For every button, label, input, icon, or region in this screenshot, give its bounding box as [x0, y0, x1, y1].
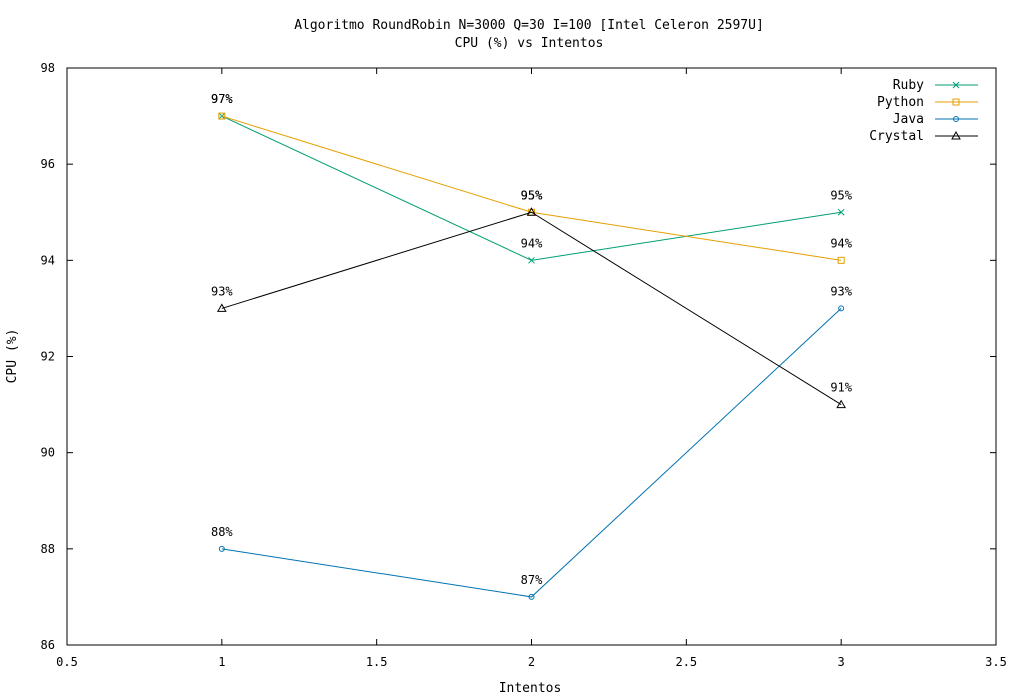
- y-tick-label: 88: [41, 542, 55, 556]
- legend-label: Ruby: [893, 78, 924, 93]
- y-tick-label: 90: [41, 446, 55, 460]
- series-ruby: 97% 94% 95%: [211, 92, 853, 264]
- y-axis: 86 88 90 92 94 96 98: [41, 61, 996, 652]
- data-point-circle-marker: [953, 116, 959, 122]
- data-label: 95%: [521, 188, 543, 202]
- legend-label: Python: [877, 95, 924, 110]
- data-label: 95%: [830, 188, 852, 202]
- y-axis-label: CPU (%): [5, 329, 20, 384]
- x-tick-label: 3: [838, 655, 845, 669]
- data-label: 93%: [211, 284, 233, 298]
- x-tick-label: 0.5: [56, 655, 78, 669]
- data-label: 97%: [211, 92, 233, 106]
- x-tick-label: 1.5: [366, 655, 388, 669]
- x-axis: 0.5 1 1.5 2 2.5 3 3.5: [56, 68, 1007, 669]
- x-tick-label: 2.5: [675, 655, 697, 669]
- data-label: 88%: [211, 525, 233, 539]
- data-label: 95%: [521, 188, 543, 202]
- legend: Ruby Python Java Crystal: [869, 78, 978, 144]
- plot-area-border: [66, 67, 997, 646]
- x-axis-label: Intentos: [499, 681, 562, 696]
- data-point-square-marker: [837, 256, 845, 264]
- data-label: 94%: [521, 236, 543, 250]
- data-label: 93%: [830, 284, 852, 298]
- data-point-x-marker: [837, 208, 845, 216]
- data-point-triangle-marker: [951, 130, 961, 140]
- legend-label: Crystal: [869, 129, 924, 144]
- series-line-java: [221, 308, 842, 598]
- data-label: 91%: [830, 381, 852, 395]
- y-tick-label: 86: [41, 638, 55, 652]
- y-tick-label: 94: [41, 253, 55, 267]
- series-crystal: 93% 95% 91%: [211, 188, 853, 409]
- x-tick-label: 2: [528, 655, 535, 669]
- data-point-square-marker: [952, 98, 960, 106]
- x-tick-label: 1: [218, 655, 225, 669]
- legend-label: Java: [893, 112, 924, 127]
- legend-item-crystal: Crystal: [869, 129, 978, 144]
- series-line-crystal: [221, 211, 842, 406]
- data-point-square-marker: [218, 112, 226, 120]
- legend-item-python: Python: [877, 95, 978, 110]
- data-point-triangle-marker: [526, 207, 537, 216]
- data-label: 94%: [830, 236, 852, 250]
- data-point-circle-marker: [838, 305, 845, 312]
- y-tick-label: 92: [41, 350, 55, 364]
- series-java: 88% 87% 93%: [211, 284, 853, 600]
- data-label: 87%: [521, 573, 543, 587]
- data-point-circle-marker: [218, 545, 225, 552]
- data-point-circle-marker: [528, 593, 535, 600]
- legend-item-java: Java: [893, 112, 978, 127]
- data-point-triangle-marker: [216, 303, 227, 312]
- data-point-x-marker: [528, 256, 535, 264]
- data-point-x-marker: [952, 81, 960, 89]
- chart-subtitle: CPU (%) vs Intentos: [455, 36, 604, 51]
- y-tick-label: 98: [41, 61, 55, 75]
- data-point-triangle-marker: [836, 399, 847, 409]
- data-label: 97%: [211, 92, 233, 106]
- x-tick-label: 3.5: [985, 655, 1007, 669]
- y-tick-label: 96: [41, 157, 55, 171]
- legend-item-ruby: Ruby: [893, 78, 978, 93]
- series-layer: 97%94%95%97%95%94%88%87%93%93%95%91%: [211, 92, 853, 600]
- chart-title: Algoritmo RoundRobin N=3000 Q=30 I=100 […: [294, 18, 764, 33]
